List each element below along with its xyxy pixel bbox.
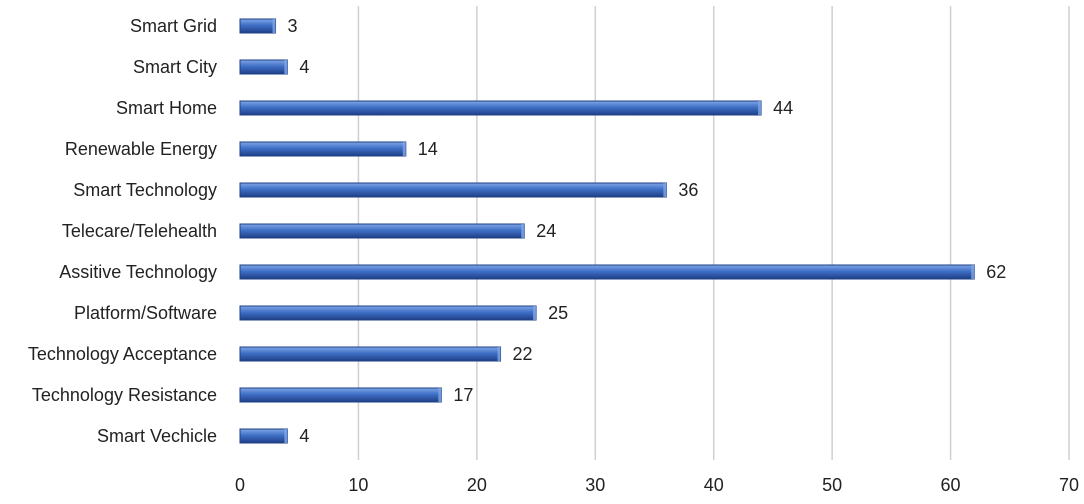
data-label: 4 [299, 57, 309, 77]
x-tick-label: 20 [467, 475, 487, 495]
bar-end-cap [284, 60, 288, 74]
bar [239, 59, 288, 75]
bar-end-cap [284, 429, 288, 443]
bar-end-cap [758, 101, 762, 115]
category-label: Platform/Software [74, 303, 217, 323]
x-tick-label: 0 [235, 475, 245, 495]
bar [239, 264, 975, 280]
category-label: Renewable Energy [65, 139, 217, 159]
data-label: 36 [678, 180, 698, 200]
bar [239, 346, 502, 362]
bar [239, 387, 442, 403]
x-tick-label: 50 [822, 475, 842, 495]
bar [239, 100, 762, 116]
x-tick-label: 70 [1059, 475, 1079, 495]
bar [239, 141, 407, 157]
bar-end-cap [497, 347, 501, 361]
data-label: 17 [453, 385, 473, 405]
x-tick-label: 30 [585, 475, 605, 495]
data-label: 24 [536, 221, 556, 241]
bar-end-cap [438, 388, 442, 402]
x-tick-label: 10 [348, 475, 368, 495]
data-label: 25 [548, 303, 568, 323]
category-label: Assitive Technology [59, 262, 217, 282]
data-label: 14 [418, 139, 438, 159]
category-label: Smart Grid [130, 16, 217, 36]
bar [239, 223, 525, 239]
data-label: 62 [986, 262, 1006, 282]
data-label: 4 [299, 426, 309, 446]
bar-end-cap [663, 183, 667, 197]
category-labels: Smart Grid Smart City Smart Home Renewable … [28, 16, 217, 446]
category-label: Technology Resistance [32, 385, 217, 405]
bars [239, 18, 975, 444]
x-tick-label: 60 [941, 475, 961, 495]
data-label: 3 [288, 16, 298, 36]
bar-end-cap [521, 224, 525, 238]
category-label: Smart City [133, 57, 217, 77]
bar [239, 305, 537, 321]
category-label: Technology Acceptance [28, 344, 217, 364]
category-label: Smart Technology [73, 180, 217, 200]
category-label: Smart Home [116, 98, 217, 118]
bar-end-cap [533, 306, 537, 320]
bar [239, 18, 277, 34]
gridlines [357, 6, 1070, 460]
bar [239, 182, 667, 198]
x-tick-label: 40 [704, 475, 724, 495]
data-label: 44 [773, 98, 793, 118]
category-label: Telecare/Telehealth [62, 221, 217, 241]
bar-end-cap [402, 142, 406, 156]
bar-end-cap [272, 19, 276, 33]
data-label: 22 [513, 344, 533, 364]
bar [239, 428, 288, 444]
category-label: Smart Vechicle [97, 426, 217, 446]
bar-end-cap [971, 265, 975, 279]
x-axis-ticks: 0 10 20 30 40 50 60 70 [235, 475, 1079, 495]
